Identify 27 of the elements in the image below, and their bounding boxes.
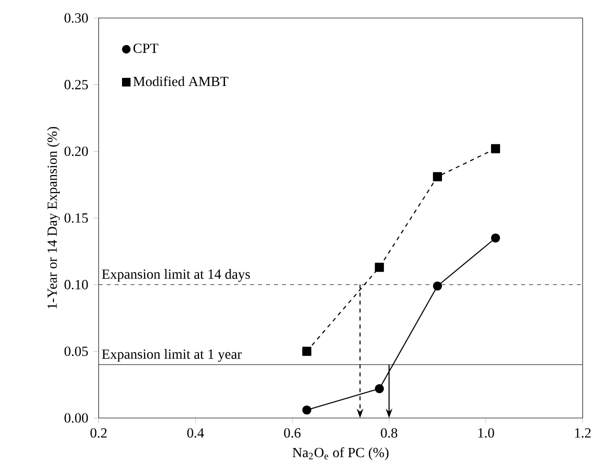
legend-label: CPT: [133, 44, 158, 54]
y-tick-label: 0.00: [64, 413, 88, 423]
x-axis-title: Na$_{2}$O$_{e}$ of PC (%): [292, 447, 389, 460]
y-tick-label: 0.25: [64, 80, 88, 90]
y-axis-title: 1-Year or 14 Day Expansion (%): [47, 127, 60, 309]
ref-line-label: Expansion limit at 14 days: [102, 269, 250, 282]
x-tick-label: 0.8: [380, 428, 398, 438]
x-tick-label: 0.4: [187, 428, 204, 438]
y-tick-label: 0.20: [64, 146, 88, 156]
x-tick-label: 1.0: [478, 428, 494, 438]
x-tick-label: 0.6: [284, 428, 301, 438]
x-tick-label: 1.2: [575, 428, 591, 438]
legend-label: Modified AMBT: [133, 76, 228, 86]
y-tick-label: 0.30: [64, 13, 88, 23]
point: [432, 172, 442, 182]
y-tick-label: 0.05: [64, 346, 88, 356]
point: [491, 234, 500, 243]
point: [374, 384, 384, 394]
y-tick-label: 0.10: [64, 280, 88, 290]
x-tick-label: 0.2: [90, 428, 107, 438]
point: [374, 262, 384, 272]
ref-line-label: Expansion limit at 1 year: [102, 349, 242, 362]
point: [302, 406, 312, 415]
point: [432, 282, 442, 291]
point: [302, 346, 312, 356]
y-tick-label: 0.15: [64, 213, 88, 223]
point: [491, 144, 500, 154]
